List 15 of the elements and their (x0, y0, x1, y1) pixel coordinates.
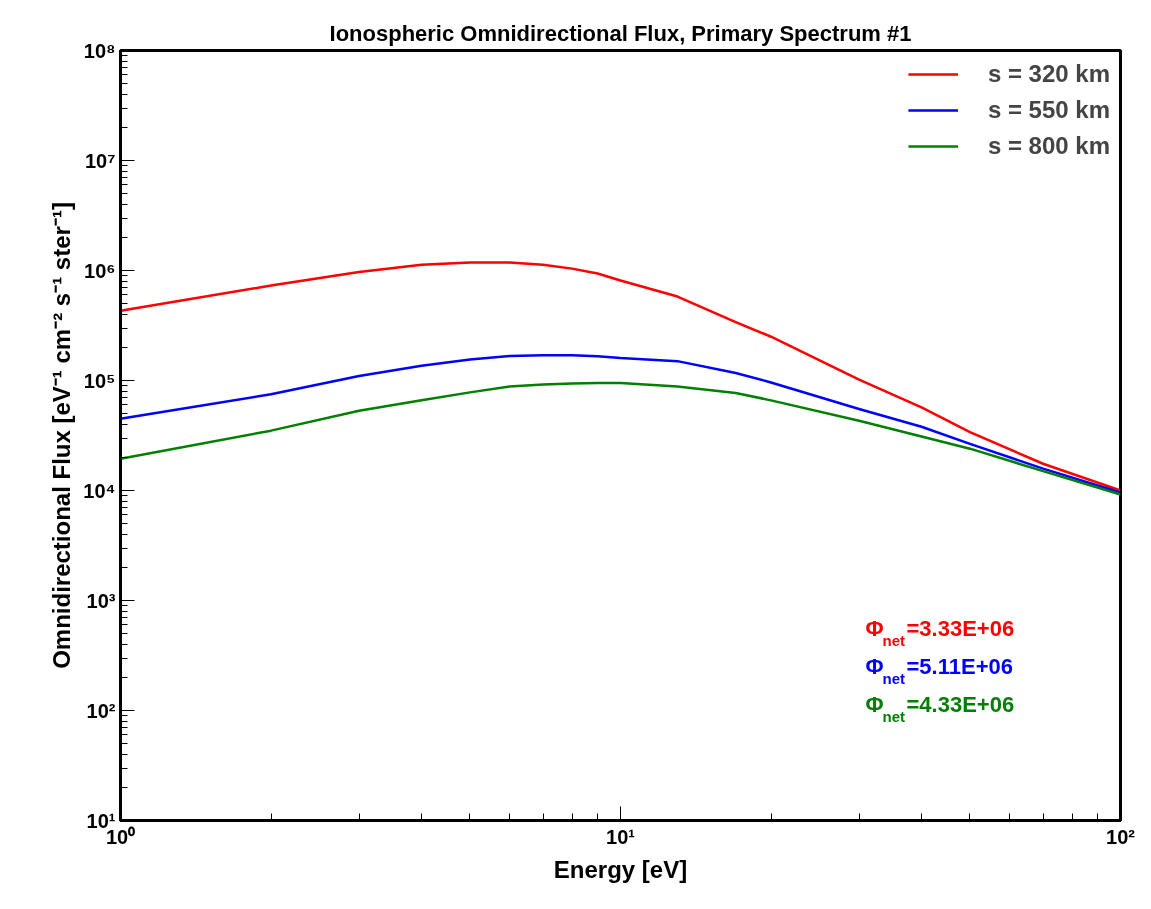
y-tick-label: 10² (86, 699, 116, 722)
x-tick-label: 10¹ (606, 825, 636, 848)
legend-label: s = 550 km (987, 96, 1110, 124)
x-axis-title: Energy [eV] (553, 855, 688, 883)
chart-title: Ionospheric Omnidirectional Flux, Primary Spectrum #1 (329, 20, 912, 46)
y-tick-label: 10⁴ (83, 479, 116, 502)
y-tick-label: 10⁶ (84, 259, 116, 282)
y-tick-label: 10⁵ (83, 369, 116, 392)
x-tick-label: 10² (1106, 825, 1136, 848)
legend-label: s = 800 km (987, 132, 1110, 160)
y-tick-label: 10⁷ (85, 149, 116, 172)
y-tick-label: 10³ (86, 589, 116, 612)
legend-label: s = 320 km (987, 60, 1110, 88)
y-axis-title: Omnidirectional Flux [eV⁻¹ cm⁻² s⁻¹ ster⁻¹] (48, 202, 76, 669)
y-tick-label: 10⁸ (83, 39, 116, 62)
